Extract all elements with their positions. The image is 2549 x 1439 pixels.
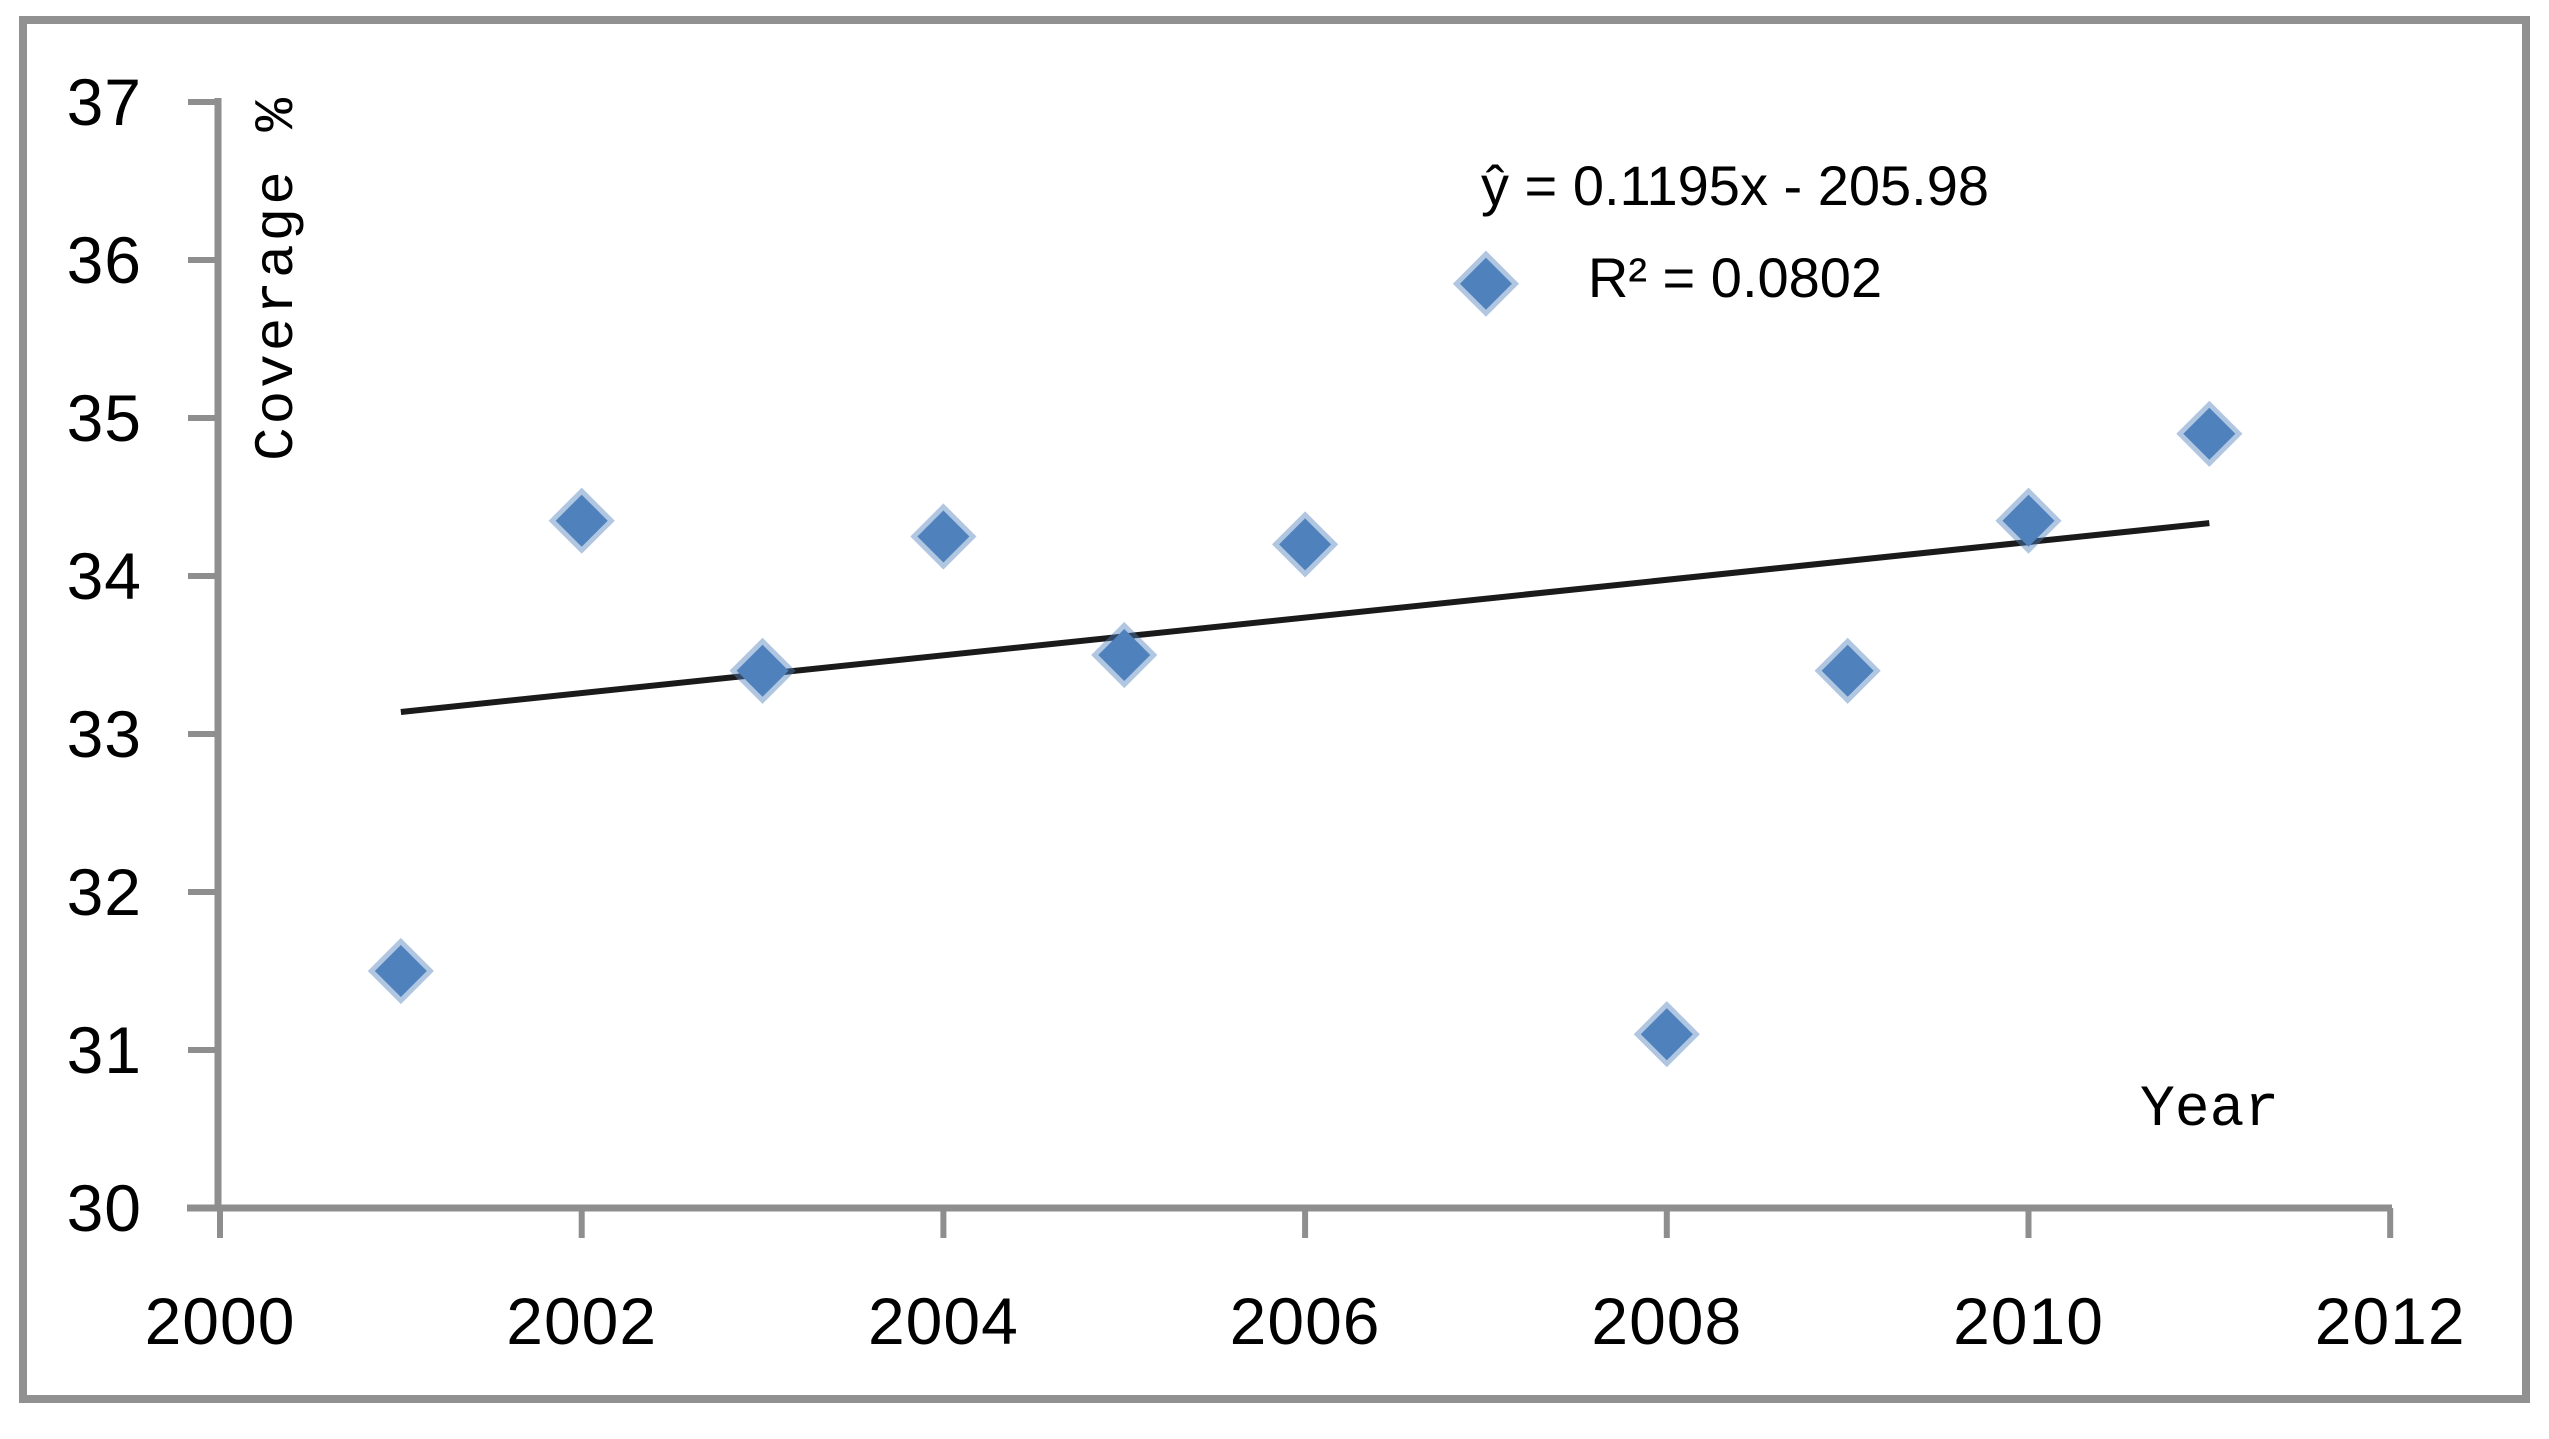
x-tick-label: 2010 [1953,1284,2104,1358]
data-point-diamond [548,487,615,554]
x-tick-label: 2006 [1229,1284,1381,1358]
data-point-diamond [1452,250,1520,317]
x-tick-label: 2008 [1591,1284,1743,1358]
y-tick-label: 31 [66,1013,142,1087]
y-axis-title: Coverage % [245,94,309,462]
data-point-diamond [1814,637,1881,704]
y-tick-label: 34 [66,539,142,613]
trendline-equation: ŷ = 0.1195x - 205.98 [1481,154,1989,217]
chart-border [19,16,2530,1403]
y-tick-label: 30 [66,1171,142,1245]
x-tick-label: 2000 [144,1284,296,1358]
data-point-diamond [2176,400,2243,467]
trendline [400,520,2210,715]
x-tick-label: 2004 [867,1284,1019,1358]
data-point-diamond [729,637,796,704]
r-squared-value: R² = 0.0802 [1587,246,1883,309]
data-point-diamond [910,503,977,570]
data-point-diamond [1272,511,1339,578]
x-tick-label: 2012 [2314,1284,2466,1358]
data-point-diamond [367,937,434,1005]
x-axis-title: Year [2140,1078,2280,1143]
x-tick-label: 2002 [506,1284,658,1358]
y-tick-label: 33 [66,697,142,771]
trendline-annotation: ŷ = 0.1195x - 205.98 R² = 0.0802 [1380,140,2090,324]
y-tick-label: 37 [66,65,142,139]
data-point-diamond [1091,621,1158,689]
y-tick-label: 36 [66,223,142,297]
data-point-diamond [1633,1001,1700,1068]
y-tick-label: 32 [66,855,142,929]
data-point-diamond [1995,487,2062,554]
y-tick-label: 35 [66,381,142,455]
